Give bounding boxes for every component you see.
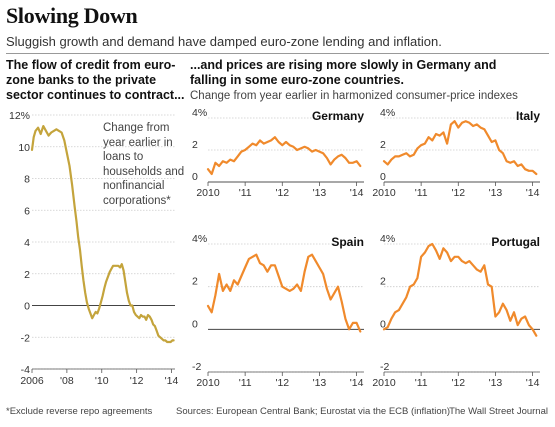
italy-y-tick-label: 0 [380, 171, 386, 183]
spain-x-tick-label: '11 [239, 377, 252, 389]
credit-x-tick-label: '08 [60, 375, 74, 387]
header-divider [6, 53, 549, 54]
portugal-series-line [382, 242, 538, 337]
credit-annotation: Change from year earlier in loans to hou… [103, 122, 185, 207]
credit-x-tick-label: 2006 [20, 375, 44, 387]
credit: The Wall Street Journal [449, 406, 548, 417]
italy-y-tick-label: 2 [380, 139, 386, 151]
chart-title: Slowing Down [6, 3, 138, 28]
portugal-x-tick-label: '12 [451, 377, 465, 389]
portugal-panel-title: Portugal [491, 235, 540, 249]
germany-x-tick-label: '14 [350, 187, 364, 199]
spain-y-tick-label: -2 [192, 361, 201, 373]
credit-series-line [30, 124, 175, 344]
spain-x-tick-label: '12 [275, 377, 289, 389]
credit-y-tick-label: 8 [24, 174, 30, 186]
credit-y-tick-label: 6 [24, 205, 30, 217]
chart-subtitle: Sluggish growth and demand have damped e… [6, 34, 442, 49]
right-note: Change from year earlier in harmonized c… [190, 90, 518, 102]
germany-series-line [206, 136, 362, 176]
portugal-x-tick-label: '13 [489, 377, 503, 389]
germany-x-tick-label: '11 [239, 187, 252, 199]
credit-y-tick-label: -4 [21, 364, 30, 376]
italy-series-line [382, 120, 538, 176]
left-headline: The flow of credit from euro-zone banks … [6, 58, 185, 102]
credit-y-tick-label: 10 [18, 142, 30, 154]
germany-panel-title: Germany [312, 109, 364, 123]
credit-x-tick-label: '14 [165, 375, 179, 387]
italy-x-tick-label: '14 [526, 187, 540, 199]
spain-series-line [206, 253, 362, 333]
italy-x-tick-label: '12 [451, 187, 465, 199]
italy-x-tick-label: '11 [415, 187, 428, 199]
germany-x-tick-label: '12 [275, 187, 289, 199]
portugal-x-tick-label: 2010 [372, 377, 396, 389]
sources: Sources: European Central Bank; Eurostat… [176, 406, 451, 417]
credit-y-tick-label: -2 [21, 332, 30, 344]
spain-y-tick-label: 0 [192, 318, 198, 330]
footnote: *Exclude reverse repo agreements [6, 406, 153, 417]
credit-x-tick-label: '12 [130, 375, 144, 387]
germany-y-tick-label: 4% [192, 107, 207, 119]
italy-x-tick-label: '13 [489, 187, 503, 199]
portugal-x-tick-label: '11 [415, 377, 428, 389]
germany-x-tick-label: '13 [313, 187, 327, 199]
portugal-y-tick-label: -2 [380, 361, 389, 373]
portugal-y-tick-label: 0 [380, 318, 386, 330]
spain-x-tick-label: 2010 [196, 377, 220, 389]
germany-y-tick-label: 2 [192, 139, 198, 151]
germany-x-tick-label: 2010 [196, 187, 220, 199]
italy-x-tick-label: 2010 [372, 187, 396, 199]
italy-panel-title: Italy [516, 109, 540, 123]
spain-y-tick-label: 2 [192, 276, 198, 288]
italy-y-tick-label: 4% [380, 107, 395, 119]
portugal-x-tick-label: '14 [526, 377, 540, 389]
portugal-y-tick-label: 4% [380, 233, 395, 245]
credit-x-tick-label: '10 [95, 375, 109, 387]
portugal-y-tick-label: 2 [380, 276, 386, 288]
spain-x-tick-label: '13 [313, 377, 327, 389]
right-headline: ...and prices are rising more slowly in … [190, 58, 497, 87]
credit-y-tick-label: 0 [24, 301, 30, 313]
germany-y-tick-label: 0 [192, 171, 198, 183]
credit-y-tick-label: 12% [9, 110, 30, 122]
credit-y-tick-label: 2 [24, 269, 30, 281]
credit-y-tick-label: 4 [24, 237, 30, 249]
spain-panel-title: Spain [331, 235, 364, 249]
spain-y-tick-label: 4% [192, 233, 207, 245]
spain-x-tick-label: '14 [350, 377, 364, 389]
